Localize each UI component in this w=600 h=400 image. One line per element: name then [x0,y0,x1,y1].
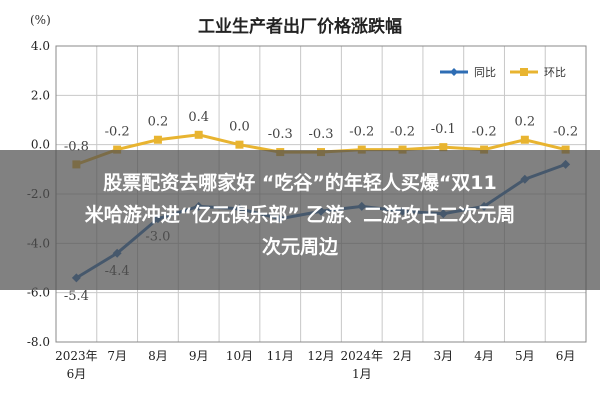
data-label-mom: -0.2 [553,125,578,140]
data-label-mom: -0.2 [105,125,130,140]
data-label-mom: 0.4 [188,110,209,125]
headline-line-3: 次元周边 [261,236,338,258]
x-tick-label: 9月 [189,349,209,363]
data-point-mom [194,130,203,139]
x-tick-label: 2月 [393,349,413,363]
data-label-mom: 0.0 [229,120,250,135]
legend-marker [520,68,528,76]
x-tick-label: 11月 [267,349,294,363]
data-point-mom [113,145,122,154]
data-label-mom: -0.3 [308,127,333,142]
legend-label: 同比 [474,66,496,79]
data-point-mom [480,145,489,154]
x-tick-label: 8月 [148,349,168,363]
data-point-mom [398,145,407,154]
data-label-mom: 0.2 [148,115,169,130]
y-tick-label: 4.0 [31,39,50,53]
legend-label: 环比 [544,66,566,79]
y-axis-unit: (%) [30,13,51,27]
x-tick-label-line2: 6月 [67,367,87,381]
x-tick-label: 5月 [515,349,535,363]
data-point-mom [357,145,366,154]
headline-line-2: 米哈游冲进“亿元俱乐部” 乙游、二游攻占二次元周 [84,204,516,226]
data-label-mom: 0.2 [515,115,536,130]
headline-overlay[interactable]: 股票配资去哪家好 “吃谷”的年轻人买爆“双11 米哈游冲进“亿元俱乐部” 乙游、… [0,150,600,290]
x-tick-label: 4月 [474,349,494,363]
y-tick-label: 2.0 [31,88,50,102]
headline-line-1: 股票配资去哪家好 “吃谷”的年轻人买爆“双11 [103,172,497,194]
data-point-mom [561,145,570,154]
data-label-mom: -0.2 [390,125,415,140]
data-point-mom [439,143,448,152]
data-label-mom: -0.1 [431,122,456,137]
x-tick-label: 3月 [433,349,453,363]
data-label-mom: -0.2 [472,125,497,140]
data-point-mom [235,140,244,149]
data-point-mom [153,135,162,144]
chart-title: 工业生产者出厂价格涨跌幅 [198,16,402,37]
y-tick-label: -8.0 [27,335,50,349]
data-label-yoy: -5.4 [64,289,89,304]
x-tick-label-line2: 1月 [352,367,372,381]
x-tick-label: 7月 [107,349,127,363]
x-tick-label: 2024年 [340,349,383,363]
x-tick-label: 10月 [226,349,253,363]
x-tick-label: 12月 [307,349,334,363]
data-label-mom: -0.3 [268,127,293,142]
x-tick-label: 6月 [556,349,576,363]
data-point-mom [520,135,529,144]
legend-marker [450,68,458,76]
data-label-mom: -0.2 [349,125,374,140]
x-tick-label: 2023年 [55,349,98,363]
y-tick-label: 0.0 [31,138,50,152]
